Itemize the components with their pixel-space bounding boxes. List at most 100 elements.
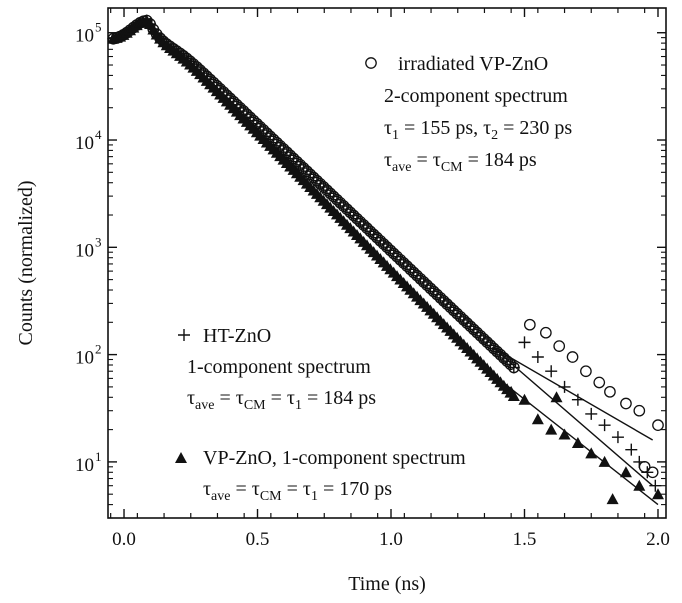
triangle-marker: [585, 447, 598, 459]
circle-marker: [566, 351, 579, 363]
plus-marker: [307, 171, 320, 184]
triangle-marker: [633, 479, 646, 491]
plus-marker: [507, 361, 520, 374]
plus-marker: [324, 187, 337, 200]
legend-text-line: 1-component spectrum: [187, 356, 371, 378]
fit-line: [492, 346, 654, 487]
x-tick-label: 0.0: [112, 529, 136, 550]
plus-marker: [370, 231, 383, 244]
plus-marker: [314, 177, 327, 190]
triangle-marker: [571, 437, 584, 449]
plus-marker: [374, 234, 387, 247]
plot-frame: [107, 7, 667, 519]
triangle-marker: [531, 413, 544, 425]
plus-marker: [354, 215, 367, 228]
plus-marker: [431, 288, 444, 301]
plus-marker: [337, 200, 350, 213]
plus-marker: [330, 193, 343, 206]
plus-marker: [401, 260, 414, 273]
plus-marker: [340, 203, 353, 216]
plus-marker: [424, 282, 437, 295]
circle-marker: [633, 404, 646, 417]
plus-marker: [381, 241, 393, 254]
plus-marker: [344, 206, 357, 219]
legend-text-line: VP-ZnO, 1-component spectrum: [203, 447, 466, 469]
y-tick-exponent: 1: [95, 449, 102, 464]
plus-marker: [531, 350, 544, 363]
triangle-marker: [606, 493, 619, 505]
plus-marker: [387, 247, 400, 260]
plus-marker: [394, 253, 407, 266]
x-tick-label: 0.5: [246, 529, 270, 550]
plus-marker: [317, 181, 330, 194]
y-axis-title: Counts (normalized): [15, 181, 37, 346]
legend-text-line: HT-ZnO: [203, 325, 271, 347]
circle-marker: [652, 419, 664, 432]
plus-marker: [347, 209, 360, 222]
plus-marker: [461, 317, 474, 330]
triangle-marker: [175, 452, 187, 463]
x-axis-title: Time (ns): [348, 573, 426, 595]
plus-marker: [471, 326, 484, 339]
y-tick-label: 10: [75, 133, 94, 154]
x-tick-label: 1.5: [513, 529, 537, 550]
plus-marker: [633, 455, 646, 468]
triangle-marker: [619, 466, 632, 478]
plus-marker: [427, 285, 440, 298]
plus-marker: [441, 298, 454, 311]
triangle-marker: [598, 455, 611, 467]
x-tick-label: 2.0: [646, 529, 670, 550]
triangle-marker: [651, 488, 664, 500]
plus-marker: [464, 320, 477, 333]
y-tick-exponent: 5: [95, 20, 102, 35]
plus-marker: [407, 266, 420, 279]
legend-annotations: irradiated VP-ZnO 2-component spectrum τ1 …: [187, 53, 572, 504]
circle-marker: [620, 397, 632, 410]
triangle-marker: [558, 428, 571, 440]
plus-marker: [467, 323, 480, 336]
plus-marker: [611, 431, 624, 444]
plus-marker: [585, 407, 598, 420]
legend-text-line: 2-component spectrum: [384, 85, 568, 107]
plus-marker: [625, 443, 638, 456]
y-tick-label: 10: [75, 26, 94, 47]
plus-marker: [350, 212, 363, 225]
fit-line: [492, 373, 659, 506]
plus-marker: [320, 184, 333, 197]
fit-line: [492, 346, 654, 441]
legend-text-line: τave = τCM = τ1 = 184 ps: [187, 387, 376, 413]
circle-marker: [593, 376, 606, 389]
circle-marker: [604, 385, 616, 398]
plus-marker: [178, 329, 190, 341]
plus-marker: [641, 466, 654, 479]
y-tick-label: 10: [75, 240, 94, 261]
plus-marker: [457, 313, 470, 326]
plus-marker: [417, 275, 430, 288]
plus-marker: [454, 310, 467, 323]
circle-marker: [523, 318, 536, 331]
plus-marker: [327, 190, 340, 203]
triangle-marker: [518, 393, 531, 405]
plus-marker: [558, 380, 571, 393]
triangle-marker: [550, 391, 563, 403]
plus-marker: [310, 174, 323, 187]
plus-marker: [377, 237, 390, 250]
plus-marker: [367, 228, 380, 241]
legend-text-line: irradiated VP-ZnO: [398, 53, 548, 75]
y-tick-exponent: 4: [95, 127, 102, 142]
plus-marker: [444, 301, 457, 314]
triangle-marker: [505, 385, 518, 397]
plus-marker: [364, 225, 377, 238]
legend-text-line: τave = τCM = τ1 = 170 ps: [203, 478, 392, 504]
plus-marker: [397, 256, 410, 269]
y-tick-exponent: 3: [95, 234, 102, 249]
circle-marker: [553, 340, 566, 352]
plus-marker: [437, 294, 450, 307]
circle-marker: [365, 57, 377, 69]
plus-marker: [334, 196, 347, 209]
plus-marker: [451, 307, 464, 320]
legend-text-line: τ1 = 155 ps, τ2 = 230 ps: [384, 117, 572, 143]
plus-marker: [391, 250, 404, 263]
